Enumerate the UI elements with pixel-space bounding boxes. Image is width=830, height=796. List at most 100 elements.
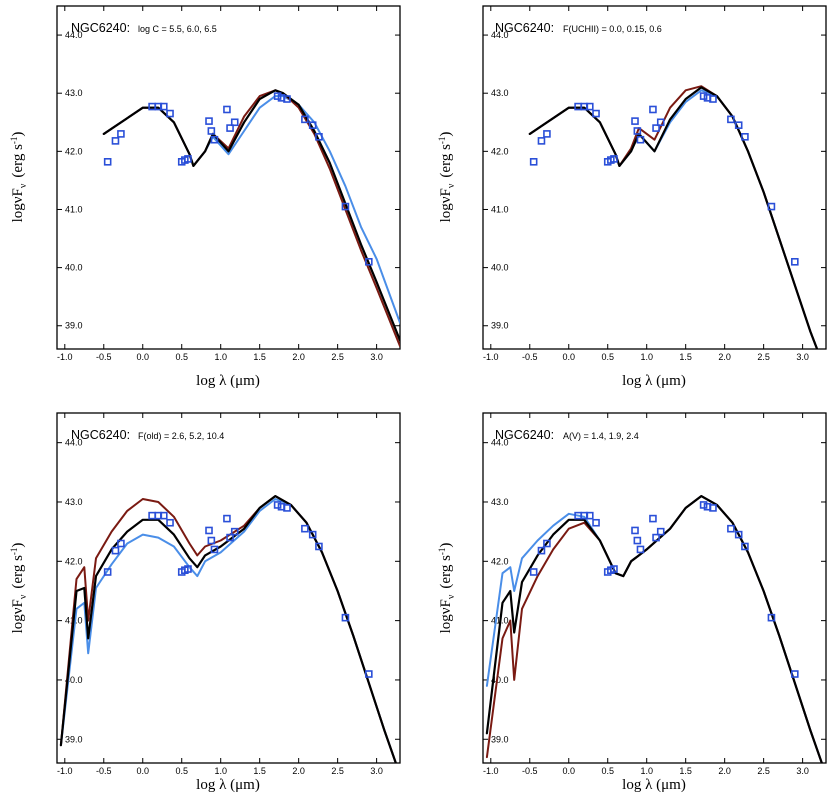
y-axis-label: logνFν(erg s-1) <box>437 132 457 223</box>
observed-point <box>273 501 282 509</box>
y-tick-label: 41.0 <box>65 204 83 214</box>
observed-point <box>111 137 120 145</box>
observed-point <box>117 539 125 548</box>
x-tick-label: 2.0 <box>718 766 731 776</box>
x-tick-label: 0.0 <box>136 766 149 776</box>
observed-point <box>223 514 231 523</box>
observed-point <box>727 524 735 533</box>
y-tick-label: 44.0 <box>65 30 83 40</box>
observed-point <box>184 565 192 573</box>
x-tick-label: 0.0 <box>562 352 575 362</box>
x-axis-label: log λ (μm) <box>622 777 686 793</box>
y-tick-label: 42.0 <box>65 556 83 566</box>
y-axis-label: logνFν(erg s-1) <box>9 132 29 223</box>
observed-point <box>365 670 373 678</box>
observed-point <box>652 124 660 132</box>
observed-point <box>529 568 538 576</box>
y-tick-label: 43.0 <box>65 497 83 507</box>
observed-point <box>226 124 234 132</box>
x-tick-label: 0.5 <box>175 766 188 776</box>
observed-point <box>111 546 120 555</box>
y-tick-label: 40.0 <box>491 675 509 685</box>
x-tick-label: 0.0 <box>562 766 575 776</box>
observed-points <box>529 92 799 266</box>
observed-point <box>210 545 219 554</box>
observed-point <box>709 504 717 512</box>
y-tick-label: 44.0 <box>491 438 509 448</box>
x-tick-label: -1.0 <box>57 766 73 776</box>
observed-point <box>585 511 594 520</box>
observed-point <box>767 613 776 622</box>
observed-point <box>103 158 112 166</box>
observed-point <box>207 127 216 135</box>
panel-object-label: NGC6240: <box>495 21 554 35</box>
x-tick-label: -1.0 <box>483 766 499 776</box>
observed-point <box>103 568 112 576</box>
y-tick-label: 44.0 <box>491 30 509 40</box>
observed-point <box>767 202 776 211</box>
observed-point <box>301 115 309 124</box>
observed-point <box>791 670 799 678</box>
observed-point <box>649 105 657 114</box>
x-tick-label: -0.5 <box>522 766 538 776</box>
x-axis: -1.0 -0.5 0.0 0.5 1.0 1.5 2.0 2.5 3.0 <box>483 6 809 362</box>
observed-point <box>273 92 282 100</box>
x-tick-label: 3.0 <box>370 766 383 776</box>
observed-point <box>592 518 600 527</box>
x-tick-label: 2.0 <box>292 352 305 362</box>
x-axis: -1.0 -0.5 0.0 0.5 1.0 1.5 2.0 2.5 3.0 <box>57 6 383 362</box>
observed-point <box>631 117 639 125</box>
observed-points <box>529 501 799 678</box>
y-tick-label: 42.0 <box>491 146 509 156</box>
x-tick-label: 2.0 <box>718 352 731 362</box>
observed-point <box>283 504 291 512</box>
plot-frame <box>56 412 401 764</box>
x-tick-label: 1.5 <box>253 766 266 776</box>
panel-f-uchii: -1.0 -0.5 0.0 0.5 1.0 1.5 2.0 2.5 3.0 39.0 40.0 41… <box>437 5 827 389</box>
panel-f-old: -1.0 -0.5 0.0 0.5 1.0 1.5 2.0 2.5 3.0 39.040.041… <box>9 412 401 793</box>
observed-point <box>205 526 213 535</box>
observed-point <box>734 121 743 129</box>
panel-parameter-label: log C = 5.5, 6.0, 6.5 <box>138 24 217 34</box>
observed-point <box>636 135 645 144</box>
observed-point <box>699 92 708 100</box>
x-tick-label: 2.5 <box>757 352 770 362</box>
x-tick-label: -0.5 <box>96 352 112 362</box>
observed-point <box>315 133 323 141</box>
x-tick-label: 1.0 <box>640 352 653 362</box>
x-tick-label: 0.5 <box>601 352 614 362</box>
observed-point <box>159 102 168 111</box>
observed-point <box>610 565 618 573</box>
x-axis: -1.0 -0.5 0.0 0.5 1.0 1.5 2.0 2.5 3.0 <box>483 413 809 776</box>
observed-point <box>636 545 645 554</box>
observed-point <box>741 542 749 551</box>
observed-point <box>184 155 192 163</box>
observed-point <box>205 117 213 125</box>
y-axis-label: logνFν(erg s-1) <box>437 543 457 634</box>
x-tick-label: 1.0 <box>214 352 227 362</box>
y-tick-label: 39.0 <box>65 321 83 331</box>
x-tick-label: 3.0 <box>796 352 809 362</box>
y-tick-label: 40.0 <box>491 263 509 273</box>
plot-frame <box>482 5 827 350</box>
observed-point <box>543 539 551 548</box>
observed-point <box>734 530 743 539</box>
series-layer <box>102 89 400 348</box>
y-axis: 39.0 40.0 41.0 42.0 43.0 44.0 <box>57 30 400 331</box>
y-axis-label: logνFν(erg s-1) <box>9 543 29 634</box>
plot-frame <box>56 5 401 350</box>
panel-object-label: NGC6240: <box>71 428 130 442</box>
panel-a-v: -1.0 -0.5 0.0 0.5 1.0 1.5 2.0 2.5 3.0 39.040.041… <box>437 412 827 793</box>
observed-points <box>103 92 373 266</box>
observed-point <box>537 546 546 555</box>
observed-point <box>301 524 309 533</box>
x-axis-label: log λ (μm) <box>622 373 686 389</box>
observed-point <box>699 501 708 509</box>
observed-points <box>103 501 373 678</box>
observed-point <box>226 533 234 542</box>
observed-point <box>341 613 350 622</box>
x-tick-label: 3.0 <box>796 766 809 776</box>
x-tick-label: -1.0 <box>57 352 73 362</box>
observed-point <box>159 511 168 520</box>
panel-parameter-label: F(UCHII) = 0.0, 0.15, 0.6 <box>563 24 662 34</box>
